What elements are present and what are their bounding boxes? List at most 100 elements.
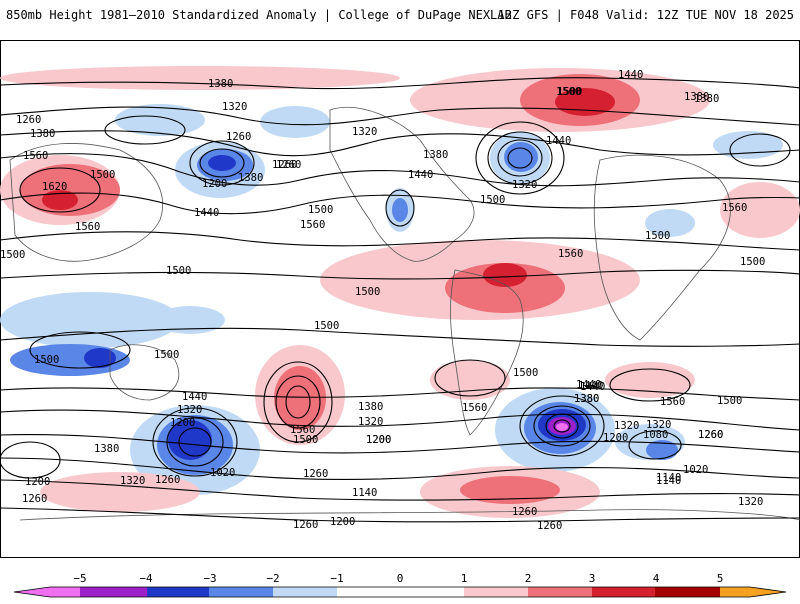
contour-label: 1260 (512, 506, 537, 518)
contour-line (475, 121, 565, 195)
colorbar-tick-label: −1 (330, 572, 343, 585)
contour-label: 1500 (740, 256, 765, 268)
contour-line (19, 167, 101, 213)
colorbar-segment (750, 587, 786, 597)
coastline (450, 269, 524, 436)
contour-line (166, 417, 224, 467)
contour-line (519, 395, 605, 457)
contour-line (628, 430, 682, 460)
contour-label: 1260 (537, 520, 562, 532)
contour-label: 1500 (717, 395, 742, 407)
anomaly-map: 1380 1320 1260 1380 1260 1320 1380 1260 … (0, 40, 800, 558)
colorbar-tick-label: −5 (73, 572, 86, 585)
contour-line (263, 361, 333, 443)
contour-line (507, 147, 533, 169)
contour-label: 1500 (557, 86, 582, 98)
contour-label: 1560 (290, 424, 315, 436)
contour-line (434, 359, 506, 397)
coastline (593, 154, 731, 341)
contour-label: 1380 (208, 78, 233, 90)
contour-label: 1500 (0, 249, 25, 261)
contour-label: 1140 (656, 472, 681, 484)
contour-label: 1380 (574, 393, 599, 405)
contour-label: 1140 (656, 475, 681, 487)
contour-label: 1260 (226, 131, 251, 143)
map-title: 850mb Height 1981–2010 Standardized Anom… (6, 8, 512, 22)
map-panel: 1380 1320 1260 1380 1260 1320 1380 1260 … (0, 40, 800, 558)
contour-label: 1260 (698, 429, 723, 441)
anomaly-area (646, 440, 678, 460)
contour-label: 1440 (194, 207, 219, 219)
contour-line (178, 427, 212, 457)
contour-line (199, 148, 245, 178)
colorbar-segment (50, 587, 80, 597)
model-run-info: 12Z GFS | F048 Valid: 12Z TUE NOV 18 202… (497, 8, 794, 22)
contour-label: 1440 (546, 135, 571, 147)
contour-label: 1200 (25, 476, 50, 488)
contour-line (0, 77, 800, 90)
colorbar-segment (528, 587, 592, 597)
contour-label: 1320 (512, 179, 537, 191)
contour-label: 1380 (238, 172, 263, 184)
contour-line (545, 413, 579, 439)
contour-line (0, 192, 800, 215)
contour-line (189, 140, 255, 186)
contour-line (0, 327, 800, 347)
contour-label: 1500 (556, 86, 581, 98)
contour-label: 1320 (646, 419, 671, 431)
anomaly-area (460, 476, 560, 504)
contour-label: 1440 (408, 169, 433, 181)
contour-label: 1500 (513, 367, 538, 379)
colorbar-outline (13, 586, 787, 598)
coastline (9, 143, 163, 262)
anomaly-area (483, 263, 527, 287)
anomaly-area (40, 472, 200, 512)
contour-label: 1380 (694, 93, 719, 105)
contour-label: 1140 (352, 487, 377, 499)
colorbar-legend: −5 −4 −3 −2 −1 0 1 2 3 4 5 (0, 562, 800, 600)
colorbar-tick-label: −2 (266, 572, 279, 585)
contour-line (0, 457, 800, 481)
contour-line (0, 130, 800, 157)
contour-label: 1320 (222, 101, 247, 113)
contour-line (285, 385, 311, 419)
anomaly-area (155, 306, 225, 334)
contour-line (275, 375, 321, 429)
contour-label: 1080 (643, 429, 668, 441)
contour-label: 1560 (300, 219, 325, 231)
contour-label: 1260 (272, 159, 297, 171)
anomaly-area (260, 106, 330, 138)
contour-line (0, 441, 61, 479)
contour-label: 1440 (618, 69, 643, 81)
colorbar-segment (147, 587, 209, 597)
contour-label: 1560 (660, 396, 685, 408)
contour-line (0, 479, 800, 501)
contour-line (0, 106, 800, 126)
anomaly-area (168, 420, 212, 460)
colorbar-segment (464, 587, 528, 597)
anomaly-area (430, 360, 510, 400)
contour-label: 1260 (155, 474, 180, 486)
colorbar-segment (14, 587, 50, 597)
contour-label: 1260 (303, 468, 328, 480)
anomaly-area (0, 66, 400, 90)
colorbar-tick-label: 3 (589, 572, 596, 585)
contour-line (533, 405, 591, 447)
contour-line (0, 153, 800, 187)
anomaly-area (392, 198, 408, 222)
contour-label: 1320 (352, 126, 377, 138)
contour-label: 1320 (177, 404, 202, 416)
contour-label: 1260 (22, 493, 47, 505)
contour-label: 1380 (574, 393, 599, 405)
contour-label: 1260 (293, 519, 318, 531)
contour-line (0, 387, 800, 401)
anomaly-area (208, 155, 236, 171)
contour-label: 1560 (558, 248, 583, 260)
contour-line (104, 115, 186, 145)
anomaly-area (274, 366, 326, 430)
contour-line (0, 434, 800, 454)
contour-labels: 1380 1320 1260 1380 1260 1320 1380 1260 … (0, 69, 765, 532)
contour-line (553, 419, 571, 433)
colorbar-tick-labels: −5 −4 −3 −2 −1 0 1 2 3 4 5 (73, 572, 723, 585)
contour-label: 1560 (75, 221, 100, 233)
